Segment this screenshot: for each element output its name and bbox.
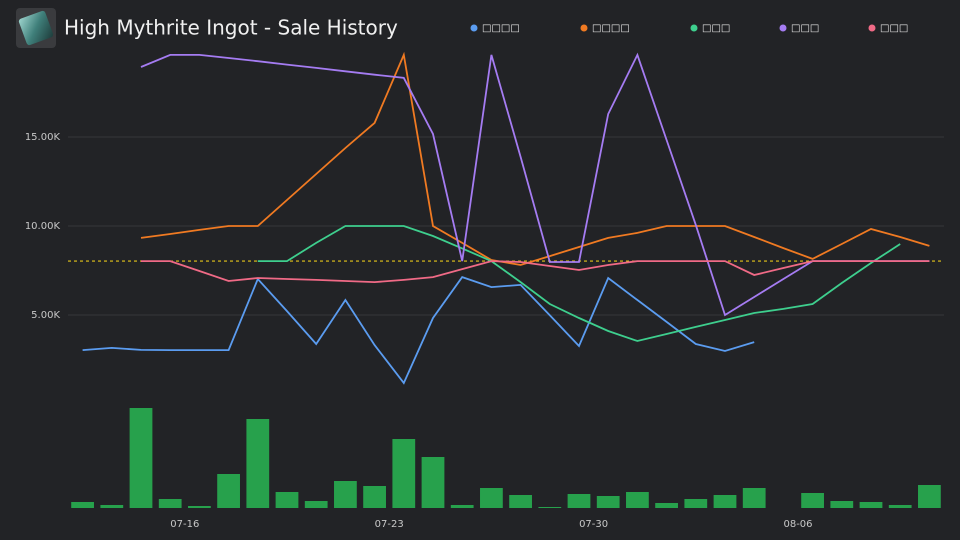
volume-bar — [71, 502, 94, 508]
legend-label: □□□ — [702, 23, 730, 34]
price-line — [140, 51, 930, 266]
volume-bar — [626, 492, 649, 508]
volume-bar — [567, 494, 591, 508]
volume-bar — [596, 496, 620, 508]
volume-bar — [801, 493, 824, 508]
legend-swatch — [868, 24, 876, 32]
volume-bar — [859, 502, 883, 508]
x-tick-label: 07-16 — [170, 519, 199, 530]
y-tick-label: 10.00K — [25, 221, 61, 232]
volume-bar — [918, 485, 941, 508]
volume-bar — [421, 457, 445, 508]
volume-bar — [100, 505, 124, 508]
volume-bar — [509, 495, 532, 508]
volume-bar — [363, 486, 386, 508]
volume-bar — [888, 505, 912, 508]
volume-bar — [129, 408, 153, 508]
volume-bar — [217, 474, 240, 508]
legend-swatch — [779, 24, 787, 32]
price-line — [82, 276, 755, 385]
volume-bar — [304, 501, 328, 508]
volume-bar — [713, 495, 737, 508]
y-tick-label: 5.00K — [31, 310, 60, 321]
price-line — [141, 260, 930, 284]
price-line — [140, 52, 930, 317]
volume-bar — [392, 439, 416, 508]
volume-bar — [334, 481, 357, 508]
volume-bar — [830, 501, 854, 508]
volume-bar — [538, 507, 562, 508]
volume-bar — [275, 492, 299, 508]
x-tick-label: 07-30 — [579, 519, 608, 530]
x-tick-label: 07-23 — [375, 519, 404, 530]
legend-label: □□□□ — [482, 23, 520, 34]
volume-bar — [188, 506, 211, 508]
legend-label: □□□□ — [592, 23, 630, 34]
price-line — [257, 225, 901, 342]
x-tick-label: 08-06 — [783, 519, 812, 530]
volume-bar — [480, 488, 503, 508]
volume-bar — [450, 505, 474, 508]
y-tick-label: 15.00K — [25, 132, 61, 143]
item-icon-ingot — [18, 10, 54, 46]
legend-swatch — [580, 24, 588, 32]
chart-title: High Mythrite Ingot - Sale History — [64, 16, 398, 40]
volume-bar — [246, 419, 270, 508]
legend-swatch — [690, 24, 698, 32]
legend-swatch — [470, 24, 478, 32]
legend-label: □□□ — [791, 23, 819, 34]
volume-bar — [684, 499, 708, 508]
volume-bar — [158, 499, 182, 508]
volume-bar — [655, 503, 678, 508]
legend-label: □□□ — [880, 23, 908, 34]
volume-bar — [742, 488, 766, 508]
